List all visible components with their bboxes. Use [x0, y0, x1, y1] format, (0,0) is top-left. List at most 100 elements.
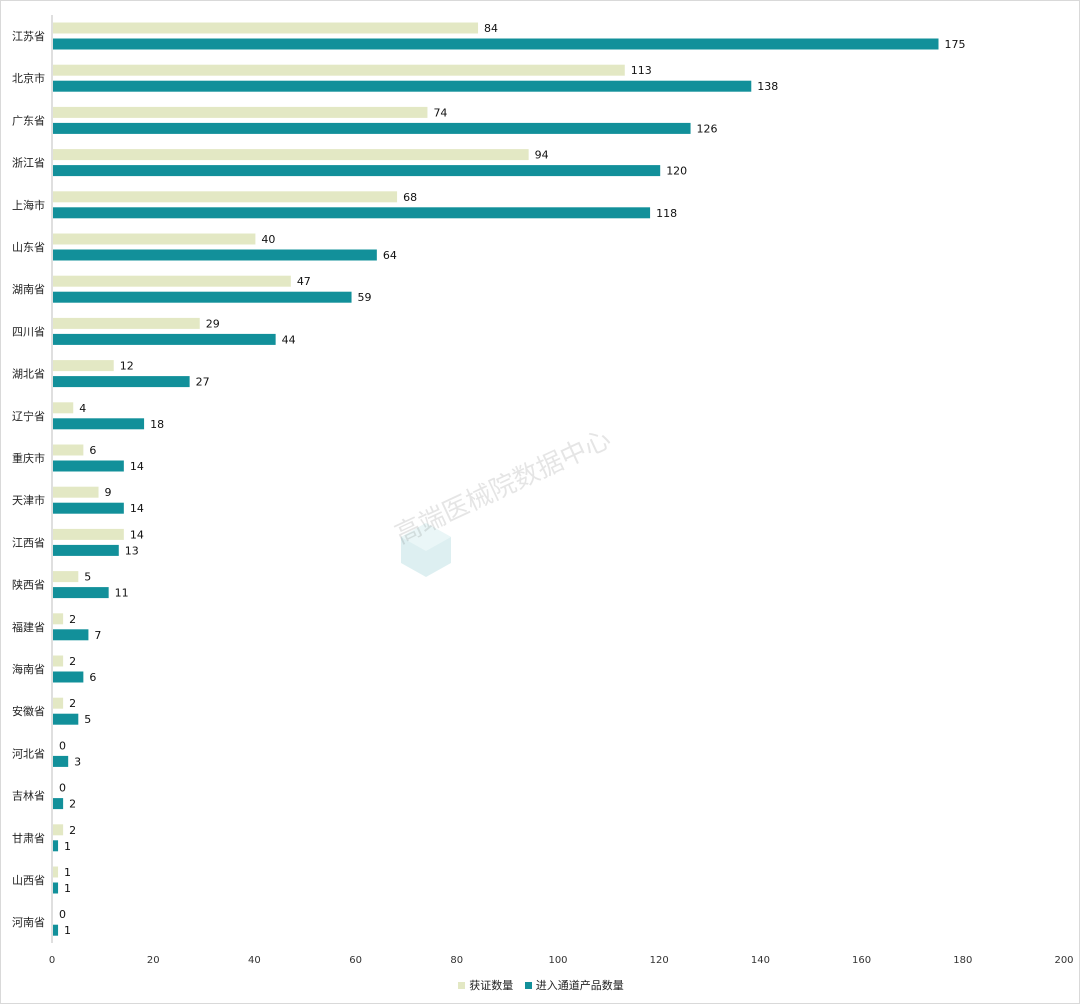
bar-certified: [53, 106, 428, 118]
value-label-certified: 74: [433, 106, 447, 119]
bar-certified: [53, 233, 256, 245]
value-label-channel: 11: [115, 587, 129, 600]
value-label-certified: 2: [69, 655, 76, 668]
value-label-certified: 29: [206, 317, 220, 330]
category-label: 江苏省: [12, 30, 45, 43]
bar-channel: [53, 333, 276, 345]
value-label-channel: 120: [666, 165, 687, 178]
bar-certified: [53, 824, 64, 836]
bar-channel: [53, 882, 59, 894]
bar-certified: [53, 402, 74, 414]
value-label-certified: 14: [130, 528, 144, 541]
value-label-certified: 113: [631, 64, 652, 77]
category-label: 山东省: [12, 241, 45, 254]
value-label-certified: 2: [69, 824, 76, 837]
bar-certified: [53, 528, 124, 540]
x-tick-label: 120: [650, 955, 669, 966]
x-tick-label: 60: [349, 955, 362, 966]
category-label: 四川省: [12, 325, 45, 338]
bar-certified: [53, 444, 84, 456]
category-label: 天津市: [12, 493, 45, 507]
category-label: 辽宁省: [12, 409, 45, 423]
x-tick-label: 0: [49, 955, 55, 966]
x-tick-label: 20: [147, 955, 160, 966]
bar-certified: [53, 655, 64, 667]
value-label-channel: 3: [74, 755, 81, 768]
bar-channel: [53, 418, 145, 430]
value-label-certified: 9: [105, 486, 112, 499]
labels-layer: 江苏省84175北京市113138广东省74126浙江省94120上海市6811…: [12, 22, 966, 937]
value-label-channel: 14: [130, 502, 144, 515]
value-label-certified: 1: [64, 866, 71, 879]
bar-certified: [53, 866, 59, 878]
category-label: 重庆市: [12, 451, 45, 465]
value-label-channel: 6: [89, 671, 96, 684]
legend-label-channel: 进入通道产品数量: [535, 979, 624, 992]
bar-certified: [53, 317, 200, 329]
category-label: 河南省: [12, 916, 45, 929]
category-label: 河北省: [12, 747, 45, 760]
bar-channel: [53, 122, 691, 134]
value-label-channel: 1: [64, 840, 71, 853]
bar-channel: [53, 207, 651, 219]
bar-channel: [53, 249, 377, 261]
legend-item-channel: 进入通道产品数量: [524, 977, 624, 993]
value-label-certified: 2: [69, 613, 76, 626]
category-label: 广东省: [12, 114, 45, 127]
bar-channel: [53, 840, 59, 852]
value-label-channel: 5: [84, 713, 91, 726]
bar-channel: [53, 38, 939, 50]
x-tick-label: 200: [1054, 955, 1073, 966]
bar-certified: [53, 275, 291, 287]
bar-certified: [53, 571, 79, 583]
bar-channel: [53, 460, 124, 472]
value-label-certified: 0: [59, 739, 66, 752]
watermark-logo-icon: [397, 521, 455, 579]
value-label-channel: 59: [358, 291, 372, 304]
value-label-channel: 2: [69, 798, 76, 811]
legend-swatch-channel: [524, 981, 532, 989]
value-label-channel: 44: [282, 333, 296, 346]
value-label-channel: 118: [656, 207, 677, 220]
category-label: 山西省: [12, 874, 45, 887]
x-tick-label: 180: [953, 955, 972, 966]
category-label: 湖南省: [12, 283, 45, 296]
category-label: 北京市: [12, 71, 45, 85]
bar-channel: [53, 924, 59, 936]
value-label-certified: 0: [59, 908, 66, 921]
value-label-certified: 40: [261, 233, 275, 246]
bar-certified: [53, 486, 99, 498]
category-label: 陕西省: [12, 578, 45, 592]
bar-certified: [53, 191, 398, 203]
category-label: 海南省: [12, 662, 45, 676]
value-label-channel: 18: [150, 418, 164, 431]
x-tick-label: 80: [450, 955, 463, 966]
legend-label-certified: 获证数量: [469, 979, 514, 992]
chart-legend: 获证数量 进入通道产品数量: [1, 977, 1080, 993]
value-label-channel: 7: [94, 629, 101, 642]
bar-channel: [53, 755, 69, 767]
category-label: 安徽省: [12, 704, 45, 718]
category-label: 上海市: [12, 198, 45, 212]
x-tick-label: 140: [751, 955, 770, 966]
legend-item-certified: 获证数量: [458, 977, 513, 993]
category-label: 浙江省: [12, 157, 45, 170]
value-label-channel: 175: [945, 38, 966, 51]
value-label-certified: 94: [535, 149, 549, 162]
value-label-channel: 1: [64, 924, 71, 937]
bars-layer: [53, 22, 939, 936]
value-label-channel: 14: [130, 460, 144, 473]
value-label-certified: 68: [403, 191, 417, 204]
x-axis-ticks: 0 20 40 60 80 100 120 140 160 180 200: [49, 955, 1074, 966]
bar-certified: [53, 613, 64, 625]
bar-channel: [53, 671, 84, 683]
bar-channel: [53, 798, 64, 810]
value-label-channel: 126: [697, 122, 718, 135]
category-label: 福建省: [12, 620, 45, 634]
value-label-channel: 1: [64, 882, 71, 895]
bar-certified: [53, 64, 625, 76]
value-label-certified: 0: [59, 782, 66, 795]
bar-channel: [53, 713, 79, 725]
